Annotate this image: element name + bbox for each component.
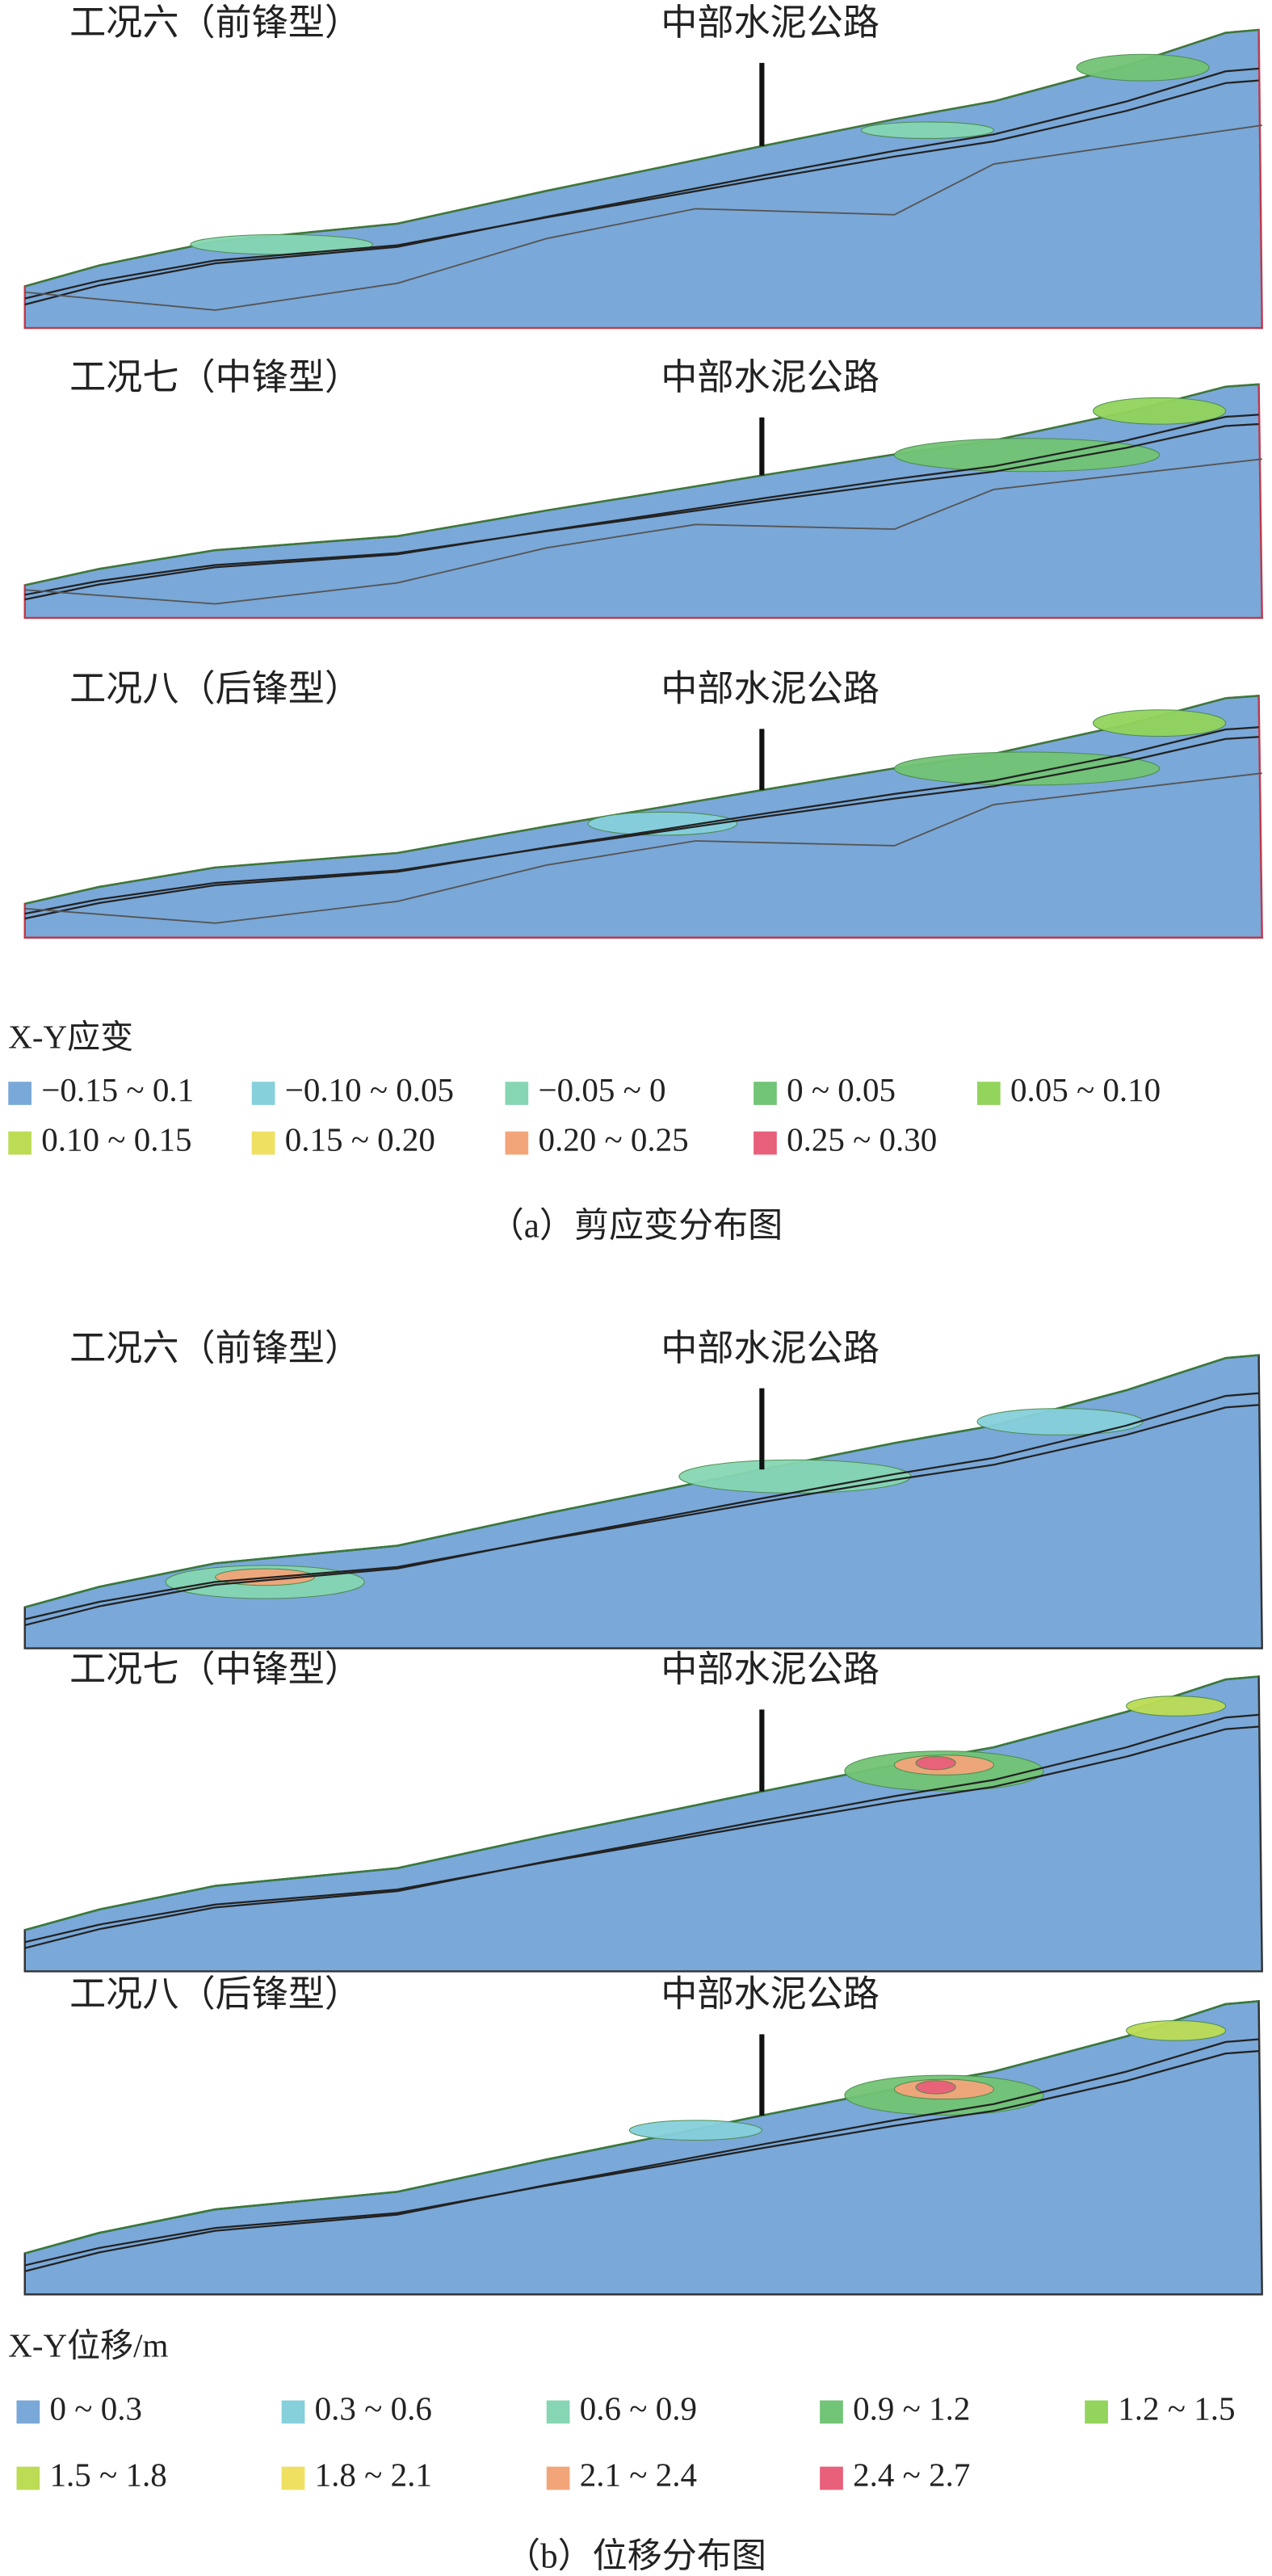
legend-label: −0.05 ~ 0 <box>539 1071 666 1108</box>
legend-swatch <box>251 1131 275 1155</box>
legend-swatch <box>281 2400 305 2424</box>
layer-boundary <box>24 1392 1259 1627</box>
legend-swatch <box>505 1131 529 1155</box>
legend-swatch <box>820 2466 843 2490</box>
legend-label: 0.15 ~ 0.20 <box>285 1120 435 1158</box>
contour-zone <box>1126 1696 1227 1717</box>
legend-swatch <box>505 1082 529 1105</box>
road-label: 中部水泥公路 <box>661 1974 879 2015</box>
contour-zone <box>628 2120 762 2141</box>
layer-boundary <box>24 1713 1259 1949</box>
case-label: 工况七（中锋型） <box>69 357 361 397</box>
legend-label: 2.1 ~ 2.4 <box>580 2456 697 2493</box>
layer-boundary <box>24 2038 1259 2272</box>
contour-zone <box>678 1459 912 1494</box>
case-label: 工况七（中锋型） <box>69 1649 361 1690</box>
legend-swatch <box>546 2466 570 2490</box>
subpanel: 工况八（后锋型） 中部水泥公路 <box>23 1974 1263 2296</box>
caption: （b）位移分布图 <box>506 2536 766 2575</box>
legend-label: 1.5 ~ 1.8 <box>50 2456 167 2493</box>
legend-label: 0 ~ 0.05 <box>787 1071 896 1108</box>
legend-label: 0.3 ~ 0.6 <box>315 2389 432 2427</box>
legend-swatch <box>820 2400 843 2424</box>
contour-zone <box>1076 53 1210 82</box>
slope-body <box>23 1675 1263 1973</box>
road-label: 中部水泥公路 <box>661 2 879 43</box>
slope-body <box>23 1354 1263 1649</box>
legend-swatch <box>8 1131 31 1155</box>
contour-zone <box>915 2080 956 2095</box>
contour-zone <box>587 811 738 836</box>
slope-body <box>23 2000 1263 2296</box>
legend-label: 0.10 ~ 0.15 <box>41 1120 191 1158</box>
case-label: 工况八（后锋型） <box>69 669 361 709</box>
bedrock-line <box>24 458 1262 605</box>
layer-boundary <box>24 414 1259 601</box>
road-label: 中部水泥公路 <box>661 1649 879 1690</box>
layer-boundary <box>24 422 1259 596</box>
case-label: 工况六（前锋型） <box>69 1328 361 1368</box>
layer-boundary <box>24 2049 1259 2267</box>
subpanel: 工况七（中锋型） 中部水泥公路 <box>23 1649 1263 1973</box>
legend-label: 0 ~ 0.3 <box>50 2389 142 2427</box>
legend-swatch <box>16 2466 40 2490</box>
contour-zone <box>1093 709 1227 738</box>
case-label: 工况八（后锋型） <box>69 1974 361 2015</box>
legend-swatch <box>281 2466 305 2490</box>
legend-title: X-Y位移/m <box>8 2326 168 2364</box>
legend-label: 0.25 ~ 0.30 <box>787 1120 937 1158</box>
subpanel: 工况八（后锋型） 中部水泥公路 <box>23 669 1263 939</box>
slope-body <box>23 383 1263 620</box>
legend-swatch <box>16 2400 40 2424</box>
layer-boundary <box>24 1725 1259 1944</box>
legend-label: 1.8 ~ 2.1 <box>315 2456 432 2493</box>
layer-boundary <box>24 67 1259 306</box>
slope-body <box>23 28 1263 330</box>
subpanel: 工况七（中锋型） 中部水泥公路 <box>23 357 1263 620</box>
case-label: 工况六（前锋型） <box>69 2 361 43</box>
legend-label: 0.20 ~ 0.25 <box>539 1120 689 1158</box>
road-label: 中部水泥公路 <box>661 357 879 397</box>
road-label: 中部水泥公路 <box>661 669 879 709</box>
legend-swatch <box>976 1082 1001 1105</box>
contour-zone <box>860 121 994 139</box>
legend-swatch <box>251 1082 275 1105</box>
legend-label: 1.2 ~ 1.5 <box>1118 2389 1235 2427</box>
layer-boundary <box>24 736 1259 915</box>
legend-label: 0.9 ~ 1.2 <box>853 2389 970 2427</box>
bedrock-line <box>24 772 1262 924</box>
legend-swatch <box>1085 2400 1108 2424</box>
legend-label: 0.6 ~ 0.9 <box>580 2389 697 2427</box>
legend-label: −0.15 ~ 0.1 <box>41 1071 194 1108</box>
legend-title: X-Y应变 <box>8 1018 133 1055</box>
contour-zone <box>1126 2019 1227 2041</box>
layer-boundary <box>24 726 1259 920</box>
caption: （a）剪应变分布图 <box>489 1207 783 1246</box>
legend-label: −0.10 ~ 0.05 <box>285 1071 454 1108</box>
legend-swatch <box>754 1082 777 1105</box>
contour-zone <box>1093 397 1227 425</box>
subpanel: 工况六（前锋型） 中部水泥公路 <box>23 1328 1263 1649</box>
bedrock-line <box>24 124 1262 311</box>
subpanel: 工况六（前锋型） 中部水泥公路 <box>23 2 1263 330</box>
legend-swatch <box>8 1082 31 1105</box>
legend-swatch <box>754 1131 777 1155</box>
contour-zone <box>976 1408 1144 1435</box>
road-label: 中部水泥公路 <box>661 1328 879 1368</box>
legend-label: 2.4 ~ 2.7 <box>853 2456 970 2493</box>
contour-zone <box>915 1755 956 1771</box>
layer-boundary <box>24 79 1259 300</box>
legend-swatch <box>546 2400 570 2424</box>
layer-boundary <box>24 1404 1259 1620</box>
legend-label: 0.05 ~ 0.10 <box>1010 1071 1161 1108</box>
